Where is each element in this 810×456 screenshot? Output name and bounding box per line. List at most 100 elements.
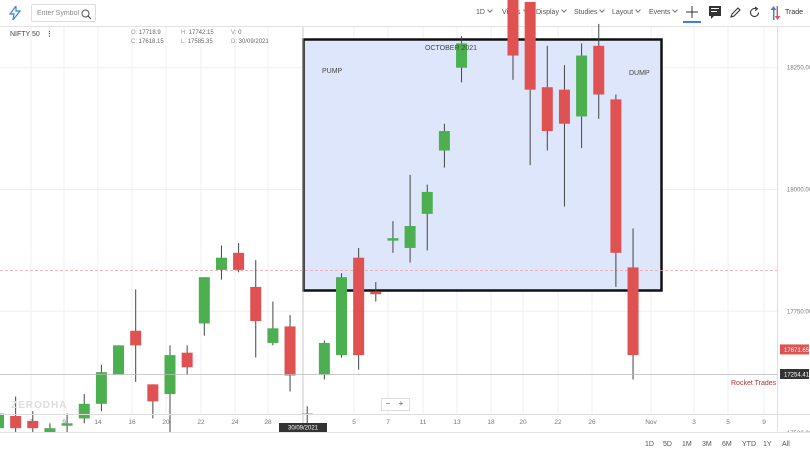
search-input[interactable] bbox=[37, 7, 81, 19]
candle bbox=[524, 1, 536, 166]
rocket-trades-label: Rocket Trades bbox=[731, 380, 777, 387]
ohlc-high: H: 17742.15 bbox=[181, 30, 214, 36]
candle-body bbox=[27, 420, 39, 429]
ohlc-low: L: 17585.35 bbox=[181, 39, 213, 45]
bottom-value-tag bbox=[780, 369, 809, 379]
candle bbox=[387, 221, 399, 253]
time-tick-label: 18 bbox=[487, 419, 495, 426]
price-axis: 18500.0018250.0018000.0017750.0017500.00… bbox=[780, 66, 810, 437]
candle-body bbox=[541, 87, 553, 132]
symbol-title[interactable]: NIFTY 50 ⋮ bbox=[10, 30, 53, 38]
candle-body bbox=[576, 55, 588, 117]
zoom-in-button[interactable]: + bbox=[398, 399, 404, 408]
top-toolbar: 1D Views Display Studies Layout Events T… bbox=[0, 0, 810, 27]
events-label: Events bbox=[649, 9, 671, 16]
candle bbox=[284, 315, 296, 392]
candle-body bbox=[318, 342, 330, 375]
current-price-tag bbox=[780, 344, 809, 355]
crosshair-icon[interactable] bbox=[683, 3, 701, 23]
candle bbox=[558, 65, 570, 207]
draw-pen-icon[interactable] bbox=[729, 6, 742, 24]
bolt-icon[interactable] bbox=[8, 4, 22, 25]
candle-body bbox=[267, 328, 279, 343]
range-button-1d[interactable]: 1D bbox=[645, 441, 654, 448]
zoom-out-button[interactable]: − bbox=[385, 399, 391, 408]
candle bbox=[593, 23, 605, 119]
candle bbox=[456, 36, 468, 83]
candle-body bbox=[10, 416, 22, 429]
candle bbox=[181, 345, 193, 375]
bottom-value-label: 17254.41 bbox=[784, 373, 810, 379]
current-price-label: 17671.65 bbox=[784, 348, 810, 354]
crosshair-date-label: 30/09/2021 bbox=[288, 426, 319, 432]
candle-body bbox=[336, 277, 347, 356]
candle-body bbox=[438, 131, 450, 151]
candle bbox=[215, 245, 227, 280]
candle-body bbox=[233, 252, 245, 270]
time-tick-label: 26 bbox=[588, 419, 596, 426]
time-tick-label: 28 bbox=[264, 419, 272, 426]
range-button-1y[interactable]: 1Y bbox=[763, 441, 772, 448]
time-axis: 7 9 14 16 20 22 24 28 30/09/2021 5 7 11 13 18 20 22 26 No… bbox=[29, 419, 766, 432]
candle bbox=[78, 394, 90, 424]
events-menu[interactable]: Events bbox=[649, 0, 679, 26]
search-box bbox=[31, 4, 96, 22]
candle-body bbox=[130, 330, 142, 346]
candle-body bbox=[421, 191, 433, 214]
studies-menu[interactable]: Studies bbox=[574, 0, 606, 26]
candle-body bbox=[404, 226, 416, 248]
range-button-6m[interactable]: 6M bbox=[722, 441, 732, 448]
price-tick-label: 17750.00 bbox=[787, 309, 810, 315]
studies-label: Studies bbox=[574, 9, 598, 16]
time-tick-label: 20 bbox=[162, 419, 170, 426]
candle bbox=[233, 243, 245, 273]
time-tick-label: 9 bbox=[762, 419, 766, 426]
time-tick-label: 22 bbox=[197, 419, 205, 426]
time-tick-label: 7 bbox=[29, 419, 33, 426]
comment-icon[interactable] bbox=[708, 5, 722, 24]
range-button-all[interactable]: All bbox=[782, 441, 790, 448]
time-tick-label: 11 bbox=[420, 419, 427, 426]
range-button-1m[interactable]: 1M bbox=[682, 441, 692, 448]
search-icon[interactable] bbox=[81, 7, 92, 25]
candle-body bbox=[627, 267, 639, 356]
range-button-3m[interactable]: 3M bbox=[702, 441, 712, 448]
candle bbox=[610, 94, 622, 287]
candle bbox=[113, 345, 125, 375]
candle-body bbox=[370, 291, 382, 295]
time-tick-label: 14 bbox=[94, 419, 102, 426]
candle-body bbox=[147, 384, 159, 402]
candle bbox=[370, 282, 382, 302]
range-button-ytd[interactable]: YTD bbox=[742, 441, 756, 448]
range-button-5d[interactable]: 5D bbox=[663, 441, 672, 448]
interval-label: 1D bbox=[476, 9, 485, 16]
candle bbox=[421, 184, 433, 251]
candle-body bbox=[78, 403, 90, 419]
candle bbox=[438, 123, 450, 168]
trade-label: Trade bbox=[785, 9, 804, 16]
display-menu[interactable]: Display bbox=[536, 0, 567, 26]
time-tick-label: 24 bbox=[231, 419, 239, 426]
time-tick-label: 7 bbox=[386, 419, 390, 426]
interval-dropdown[interactable]: 1D bbox=[476, 0, 493, 26]
time-tick-label: 9 bbox=[62, 419, 66, 426]
month-label: OCTOBER 2021 bbox=[425, 45, 478, 52]
candle bbox=[267, 301, 279, 346]
dump-label: DUMP bbox=[629, 70, 650, 77]
ohlc-open: O: 17718.9 bbox=[131, 30, 161, 36]
candle-body bbox=[95, 372, 107, 404]
candle bbox=[250, 260, 262, 358]
candle-body bbox=[507, 0, 519, 56]
candle bbox=[0, 413, 4, 429]
candle-body bbox=[524, 1, 536, 90]
more-vertical-icon[interactable]: ⋮ bbox=[45, 31, 53, 38]
symbol-name: NIFTY 50 bbox=[10, 31, 40, 38]
layout-label: Layout bbox=[612, 9, 634, 16]
range-bar: 1D 5D 1M 3M 6M YTD 1Y All bbox=[0, 432, 810, 456]
candle bbox=[336, 273, 347, 358]
pump-label: PUMP bbox=[322, 68, 343, 75]
layout-menu[interactable]: Layout bbox=[612, 0, 641, 26]
candle-body bbox=[387, 238, 399, 241]
refresh-icon[interactable] bbox=[748, 6, 761, 24]
